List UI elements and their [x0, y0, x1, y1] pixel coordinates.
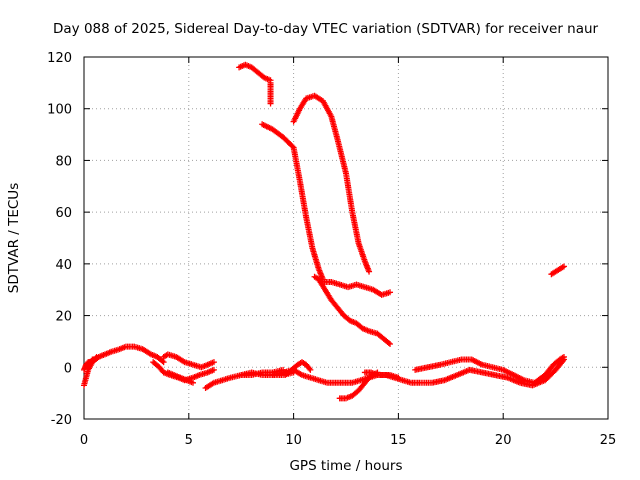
data-points	[81, 61, 567, 402]
data-point-marker	[560, 263, 567, 270]
y-tick-label: -20	[51, 413, 72, 428]
y-tick-label: 60	[55, 206, 72, 221]
y-tick-label: 0	[64, 361, 72, 376]
data-point-marker	[306, 365, 313, 372]
data-point-marker	[267, 100, 274, 107]
x-tick-label: 10	[285, 433, 302, 448]
y-axis-label: SDTVAR / TECUs	[6, 183, 22, 293]
x-tick-label: 0	[80, 433, 88, 448]
x-tick-label: 5	[185, 433, 193, 448]
chart-title: Day 088 of 2025, Sidereal Day-to-day VTE…	[53, 21, 599, 37]
data-point-marker	[307, 366, 314, 373]
x-axis-label: GPS time / hours	[289, 458, 402, 474]
y-tick-label: 120	[47, 51, 72, 66]
data-point-marker	[159, 358, 166, 365]
data-point-marker	[560, 353, 567, 360]
data-point-marker	[387, 289, 394, 296]
data-point-marker	[189, 379, 196, 386]
data-point-marker	[366, 268, 373, 275]
y-tick-label: 100	[47, 103, 72, 118]
grid-lines	[84, 57, 608, 419]
data-point-marker	[210, 359, 217, 366]
data-point-marker	[92, 355, 99, 362]
data-point-marker	[210, 366, 217, 373]
data-point-marker	[160, 359, 167, 366]
x-tick-label: 20	[495, 433, 512, 448]
axis-ticks: 0 5 10 15 20 25 -20 0 20 40 60 80 100 120	[47, 51, 616, 448]
data-point-marker	[93, 353, 100, 360]
y-tick-label: 20	[55, 310, 72, 325]
plot-frame	[83, 56, 609, 420]
x-tick-label: 15	[390, 433, 407, 448]
y-tick-label: 40	[55, 258, 72, 273]
y-tick-label: 80	[55, 154, 72, 169]
x-tick-label: 25	[600, 433, 617, 448]
data-point-marker	[387, 341, 394, 348]
data-point-marker	[395, 374, 402, 381]
data-point-marker	[385, 339, 392, 346]
